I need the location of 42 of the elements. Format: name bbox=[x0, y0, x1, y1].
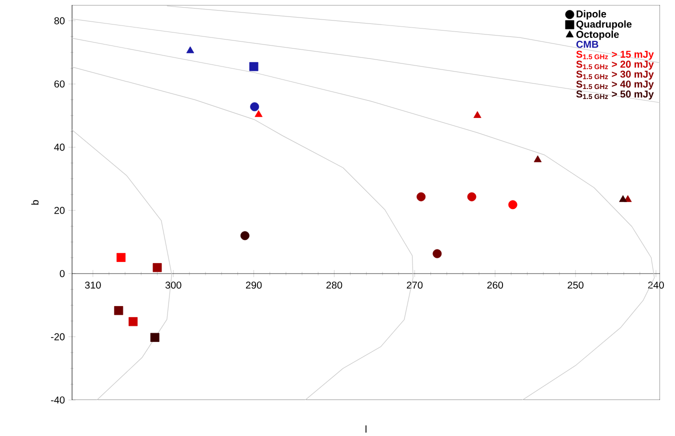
legend-label: Octopole bbox=[576, 30, 619, 40]
y-tick-label: -40 bbox=[51, 396, 65, 404]
y-tick-label: 80 bbox=[54, 17, 65, 24]
point bbox=[619, 195, 627, 202]
text: CMB bbox=[576, 40, 598, 48]
y-tick-label: 60 bbox=[54, 80, 65, 88]
point bbox=[152, 263, 162, 272]
text: S$_{1.5 GHz}$ > 15 mJy bbox=[576, 50, 654, 60]
point bbox=[250, 102, 260, 112]
point bbox=[254, 110, 263, 118]
y-axis-title: b bbox=[31, 200, 39, 205]
point bbox=[116, 253, 126, 262]
x-tick-label: 290 bbox=[246, 282, 262, 289]
x-tick-label: 250 bbox=[568, 282, 584, 289]
point bbox=[249, 62, 258, 72]
point bbox=[128, 317, 138, 326]
y-tick-label: 40 bbox=[54, 144, 65, 151]
text: S$_{1.5 GHz}$ > 20 mJy bbox=[576, 60, 654, 70]
x-tick-label: 270 bbox=[406, 282, 423, 289]
point bbox=[467, 192, 476, 202]
point bbox=[473, 111, 482, 118]
point bbox=[416, 192, 426, 202]
text: S$_{1.5 GHz}$ > 50 mJy bbox=[576, 90, 654, 100]
legend-label: Quadrupole bbox=[576, 20, 632, 30]
x-tick-label: 310 bbox=[84, 282, 101, 289]
point bbox=[534, 155, 542, 162]
point bbox=[186, 46, 194, 54]
point bbox=[114, 306, 124, 316]
y-tick-label: 20 bbox=[54, 206, 65, 214]
x-tick-label: 260 bbox=[487, 282, 504, 289]
x-tick-label: 300 bbox=[165, 282, 182, 289]
y-tick-label: 0 bbox=[60, 270, 65, 278]
point bbox=[240, 231, 250, 240]
x-tick-label: 240 bbox=[648, 282, 664, 289]
text: S$_{1.5 GHz}$ > 30 mJy bbox=[576, 70, 654, 80]
legend-label: Dipole bbox=[576, 10, 606, 20]
point bbox=[508, 200, 518, 210]
text: S$_{1.5 GHz}$ > 40 mJy bbox=[576, 80, 654, 90]
x-tick-label: 280 bbox=[326, 282, 342, 289]
point bbox=[150, 332, 160, 342]
y-tick-label: -20 bbox=[51, 333, 65, 340]
point bbox=[432, 249, 442, 258]
